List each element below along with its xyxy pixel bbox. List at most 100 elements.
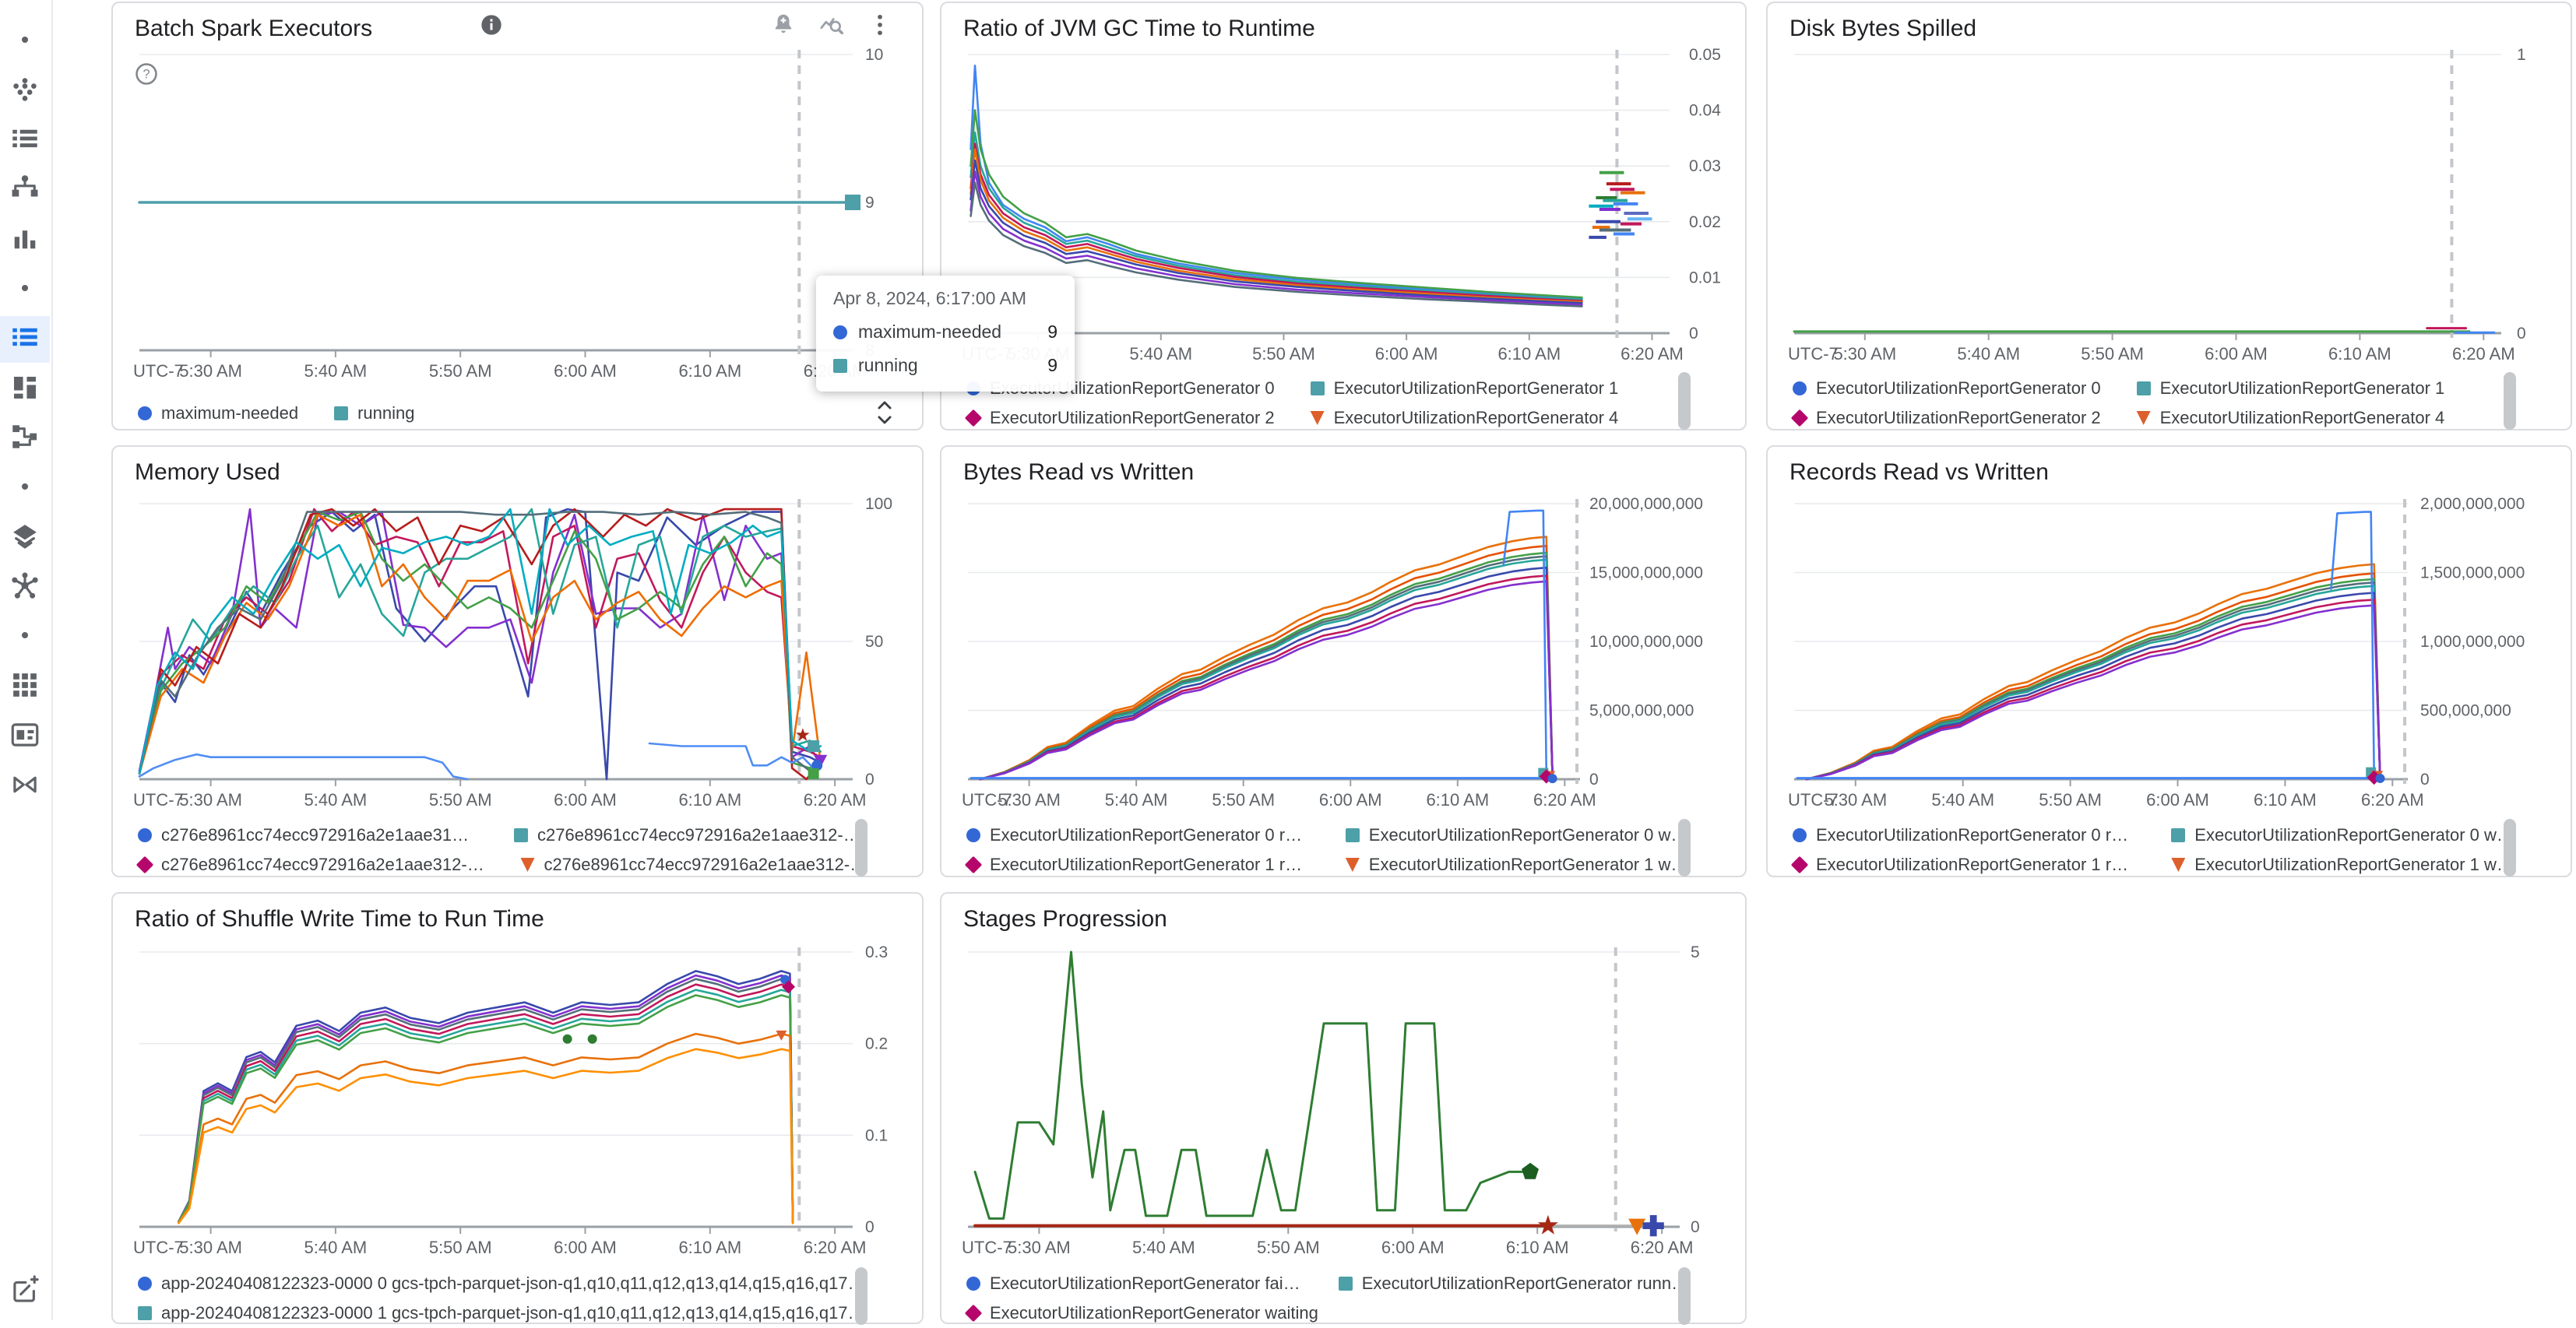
legend-item[interactable]: ExecutorUtilizationReportGenerator runni… bbox=[1338, 1274, 1691, 1294]
info-icon[interactable] bbox=[479, 12, 504, 41]
x-axis-tick-label: 6:00 AM bbox=[1318, 790, 1382, 810]
legend-item[interactable]: ExecutorUtilizationReportGenerator 0 rea… bbox=[966, 825, 1310, 845]
chart-plot-area[interactable]: 0.3 0.2 0.1 0 bbox=[113, 894, 922, 1323]
sidebar-item-dot[interactable] bbox=[0, 18, 50, 65]
chart-plot-area[interactable]: 50 bbox=[941, 894, 1745, 1323]
legend-item[interactable]: ExecutorUtilizationReportGenerator 1 wri… bbox=[2171, 855, 2516, 875]
chart-legend: ExecutorUtilizationReportGenerator 0 rea… bbox=[1790, 820, 2516, 880]
sidebar-item-bar-chart[interactable] bbox=[0, 216, 50, 263]
legend-item[interactable]: c276e8961cc74ecc972916a2e1aae312-w-0 bbox=[514, 825, 867, 845]
series-marker-triangle-icon bbox=[2136, 411, 2151, 425]
sidebar-item-card[interactable] bbox=[0, 713, 50, 760]
sidebar-item-feedback[interactable] bbox=[0, 1267, 50, 1314]
sidebar-item-layers[interactable] bbox=[0, 515, 50, 561]
x-axis-tick-label: 5:40 AM bbox=[304, 1238, 368, 1257]
x-axis-tick-label: 5:50 AM bbox=[2081, 344, 2144, 364]
legend-item[interactable]: ExecutorUtilizationReportGenerator 2 bbox=[1790, 408, 2101, 428]
series-line bbox=[138, 511, 822, 775]
legend-scrollbar[interactable] bbox=[2504, 372, 2516, 430]
x-axis-tick-label: 5:30 AM bbox=[1008, 1238, 1071, 1257]
chart-plot-area[interactable]: 1098 bbox=[113, 3, 922, 429]
legend-item[interactable]: ExecutorUtilizationReportGenerator 1 wri… bbox=[1345, 855, 1691, 875]
legend-item[interactable]: maximum-needed bbox=[138, 403, 298, 423]
legend-item[interactable]: ExecutorUtilizationReportGenerator 4 bbox=[1310, 408, 1618, 428]
legend-scrollbar[interactable] bbox=[2504, 819, 2516, 877]
legend-item[interactable]: ExecutorUtilizationReportGenerator 0 rea… bbox=[1793, 825, 2135, 845]
legend-item[interactable]: c276e8961cc74ecc972916a2e1aae312-m bbox=[138, 825, 478, 845]
sidebar-item-list-active[interactable] bbox=[0, 316, 50, 363]
legend-item[interactable]: ExecutorUtilizationReportGenerator 2 bbox=[964, 408, 1275, 428]
legend-expand-toggle-icon[interactable] bbox=[873, 392, 896, 437]
y-axis-tick-label: 10,000,000,000 bbox=[1589, 633, 1703, 651]
sidebar-item-dot[interactable] bbox=[0, 613, 50, 660]
legend-item[interactable]: ExecutorUtilizationReportGenerator 0 wri… bbox=[2171, 825, 2516, 845]
legend-item[interactable]: c276e8961cc74ecc972916a2e1aae312-w-1 bbox=[135, 855, 485, 875]
sidebar-item-dot[interactable] bbox=[0, 266, 50, 313]
x-axis-tick-label: 5:40 AM bbox=[304, 790, 368, 810]
y-axis-tick-label: 15,000,000,000 bbox=[1589, 564, 1703, 582]
x-axis-timezone-label: UTC-7 bbox=[1788, 790, 1839, 810]
legend-item[interactable]: ExecutorUtilizationReportGenerator 1 rea… bbox=[1790, 855, 2135, 875]
chart-plot-area[interactable]: 100 50 0 bbox=[113, 447, 922, 876]
legend-label: ExecutorUtilizationReportGenerator 1 rea… bbox=[990, 855, 1310, 874]
sidebar-item-cluster-dots[interactable] bbox=[0, 68, 50, 114]
legend-scrollbar[interactable] bbox=[1678, 1267, 1691, 1325]
legend-item[interactable]: ExecutorUtilizationReportGenerator waiti… bbox=[964, 1303, 1318, 1323]
legend-item[interactable]: ExecutorUtilizationReportGenerator 1 bbox=[2136, 378, 2444, 399]
chart-plot-area[interactable]: 0.05 0.04 0.03 0.02 0.01 0 bbox=[941, 3, 1745, 429]
series-marker-square-icon bbox=[1310, 381, 1325, 395]
dot-icon bbox=[9, 272, 41, 308]
sidebar-item-network[interactable] bbox=[0, 564, 50, 611]
legend-row: app-20240408122323-0000 1 gcs-tpch-parqu… bbox=[138, 1298, 867, 1328]
legend-label: app-20240408122323-0000 0 gcs-tpch-parqu… bbox=[161, 1274, 867, 1293]
legend-item[interactable]: ExecutorUtilizationReportGenerator 4 bbox=[2136, 408, 2444, 428]
legend-scrollbar[interactable] bbox=[1678, 819, 1691, 877]
panel-title: Bytes Read vs Written bbox=[963, 459, 1195, 485]
x-axis-tick-label: 5:40 AM bbox=[1931, 790, 1995, 810]
chart-plot-area[interactable]: 10 bbox=[1768, 3, 2571, 429]
legend-scrollbar[interactable] bbox=[1678, 372, 1691, 430]
x-axis-tick-label: 6:10 AM bbox=[678, 1238, 742, 1257]
legend-item[interactable]: ExecutorUtilizationReportGenerator 1 rea… bbox=[964, 855, 1310, 875]
x-axis-tick-label: 6:00 AM bbox=[1374, 344, 1438, 364]
legend-item[interactable]: running bbox=[334, 403, 414, 423]
legend-item[interactable]: app-20240408122323-0000 0 gcs-tpch-parqu… bbox=[138, 1274, 867, 1294]
legend-item[interactable]: app-20240408122323-0000 1 gcs-tpch-parqu… bbox=[138, 1303, 867, 1323]
sidebar-item-schema[interactable] bbox=[0, 415, 50, 462]
panel-title: Batch Spark Executors bbox=[135, 16, 373, 41]
tooltip-row: maximum-needed 9 bbox=[833, 321, 1057, 343]
chart-plot-area[interactable]: 20,000,000,000 15,000,000,000 10,000,000,0… bbox=[941, 447, 1745, 876]
legend-scrollbar[interactable] bbox=[855, 819, 867, 877]
sidebar-item-blocks[interactable] bbox=[0, 366, 50, 413]
panel-records-read-vs-written: Records Read vs Written 2,000,000,000 1,5… bbox=[1766, 445, 2572, 877]
legend-item[interactable]: ExecutorUtilizationReportGenerator 0 wri… bbox=[1345, 825, 1691, 845]
compose-sparkle-icon bbox=[9, 1273, 41, 1309]
x-axis-tick-label: 5:30 AM bbox=[179, 361, 242, 381]
panel-stages-progression: Stages Progression 5 0 UTC-7 5:30 AM 5:40 AM… bbox=[940, 892, 1747, 1325]
explore-data-icon[interactable] bbox=[818, 11, 846, 43]
sidebar-item-apps-grid[interactable] bbox=[0, 663, 50, 710]
series-line bbox=[178, 1048, 794, 1224]
more-options-icon[interactable] bbox=[866, 11, 894, 43]
legend-item[interactable]: ExecutorUtilizationReportGenerator 0 bbox=[1793, 378, 2101, 399]
legend-item[interactable]: ExecutorUtilizationReportGenerator 1 bbox=[1310, 378, 1618, 399]
chart-plot-area[interactable]: 2,000,000,000 1,500,000,000 1,000,000,000 5… bbox=[1768, 447, 2571, 876]
alert-bell-icon[interactable] bbox=[769, 11, 797, 43]
legend-scrollbar[interactable] bbox=[855, 1267, 867, 1325]
tooltip-series-value: 9 bbox=[1047, 321, 1057, 342]
legend-item[interactable]: ExecutorUtilizationReportGenerator faile… bbox=[966, 1274, 1303, 1294]
series-line bbox=[1805, 604, 2381, 781]
y-axis-tick-label: 0 bbox=[865, 1218, 875, 1236]
sidebar-item-tree[interactable] bbox=[0, 167, 50, 213]
series-line bbox=[979, 536, 1554, 781]
sidebar-item-bowtie[interactable] bbox=[0, 763, 50, 810]
sidebar-item-dot[interactable] bbox=[0, 465, 50, 511]
sidebar-item-list[interactable] bbox=[0, 118, 50, 164]
help-icon[interactable]: ? bbox=[133, 61, 160, 91]
list-icon bbox=[9, 123, 41, 160]
series-marker-triangle-icon bbox=[520, 858, 535, 872]
y-axis-tick-label: 0 bbox=[1689, 325, 1698, 343]
bar-chart-icon bbox=[9, 222, 41, 258]
legend-row: ExecutorUtilizationReportGenerator 2 Exec… bbox=[964, 403, 1691, 433]
legend-item[interactable]: c276e8961cc74ecc972916a2e1aae312-w-2 bbox=[520, 855, 867, 875]
